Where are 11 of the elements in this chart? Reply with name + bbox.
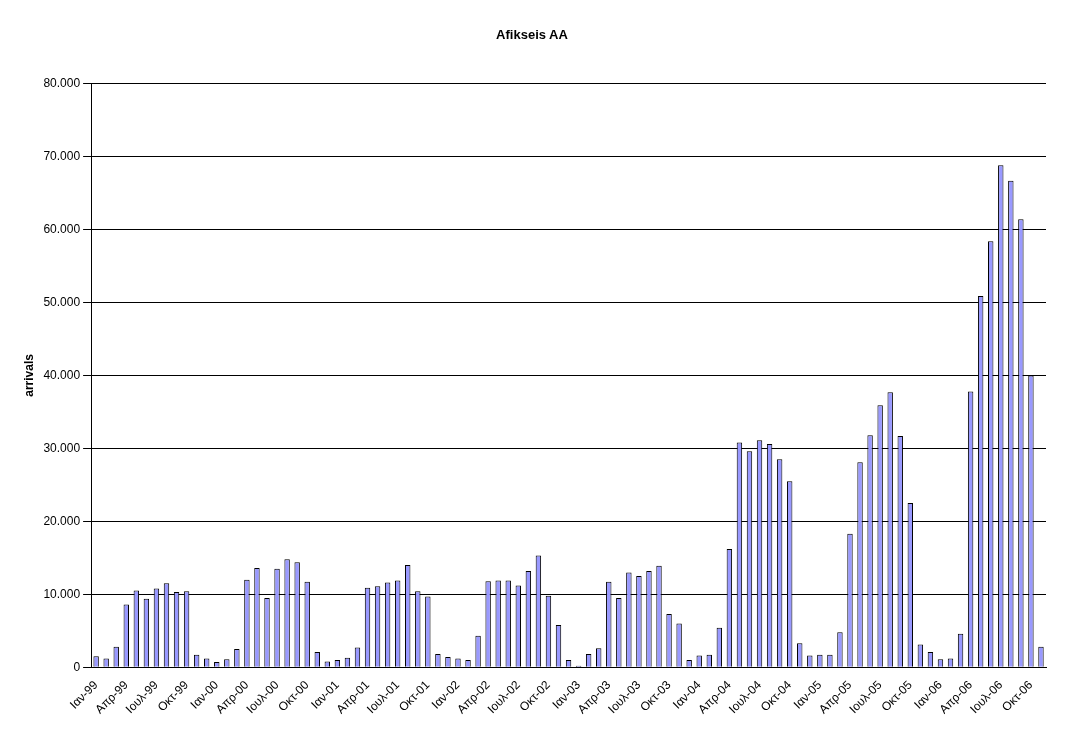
y-tick-label: 0 <box>73 659 81 674</box>
y-tick-label: 70.000 <box>43 148 81 163</box>
y-tick-label: 60.000 <box>43 221 81 236</box>
chart-title: Afikseis AA <box>496 27 569 43</box>
y-tick-label: 50.000 <box>43 294 81 309</box>
y-axis-title: arrivals <box>21 353 36 397</box>
y-tick-label: 40.000 <box>43 367 81 382</box>
y-tick-label: 30.000 <box>43 440 81 455</box>
y-tick-label: 10.000 <box>43 586 81 601</box>
y-tick-label: 20.000 <box>43 513 81 528</box>
y-tick-label: 80.000 <box>43 75 81 90</box>
